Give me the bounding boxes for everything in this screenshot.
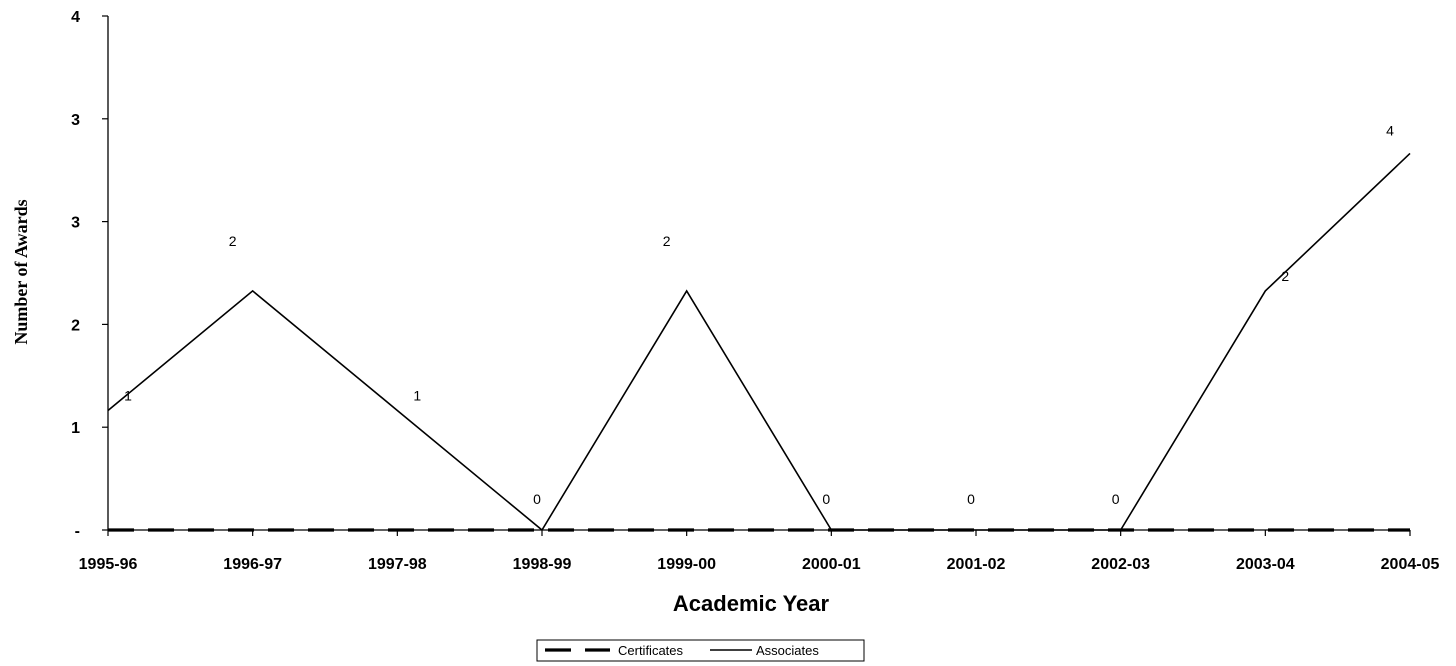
x-tick-label: 2000-01 [802, 556, 861, 573]
data-label: 0 [967, 491, 975, 507]
data-label: 2 [663, 233, 671, 249]
data-label: 1 [413, 387, 421, 403]
x-tick-label: 1996-97 [223, 556, 282, 573]
data-labels: 1 2 1 0 2 0 0 0 2 4 [124, 122, 1394, 507]
data-label: 0 [822, 491, 830, 507]
data-label: 0 [1112, 491, 1120, 507]
data-label: 2 [229, 233, 237, 249]
x-tick-label: 2003-04 [1236, 556, 1295, 573]
y-tick-label: 2 [71, 317, 80, 334]
legend-label-associates: Associates [756, 643, 819, 658]
legend-label-certificates: Certificates [618, 643, 684, 658]
x-tick-label: 1998-99 [513, 556, 572, 573]
data-label: 0 [533, 491, 541, 507]
y-tick-label: 3 [71, 112, 80, 129]
x-tick-label: 1999-00 [657, 556, 716, 573]
series-line-associates [107, 152, 1411, 532]
data-label: 4 [1386, 122, 1394, 138]
legend-box [536, 639, 865, 662]
y-axis-title: Number of Awards [11, 199, 31, 344]
x-tick-label: 2002-03 [1091, 556, 1150, 573]
x-tick-label: 1995-96 [79, 556, 138, 573]
y-tick-label: 4 [71, 9, 80, 26]
x-tick-label: 1997-98 [368, 556, 427, 573]
y-tick-label: - [75, 523, 80, 540]
series-layer [107, 152, 1411, 532]
x-tick-label: 2001-02 [947, 556, 1006, 573]
legend: Certificates Associates [536, 639, 865, 662]
data-label: 1 [124, 387, 132, 403]
axes: - 1 2 3 3 4 1995-96 1996-97 1997-98 1998-99 1999-0… [71, 9, 1439, 573]
x-axis-title: Academic Year [673, 591, 830, 616]
x-tick-label: 2004-05 [1381, 556, 1440, 573]
y-tick-label: 3 [71, 215, 80, 232]
data-label: 2 [1281, 268, 1289, 284]
y-tick-label: 1 [71, 420, 80, 437]
